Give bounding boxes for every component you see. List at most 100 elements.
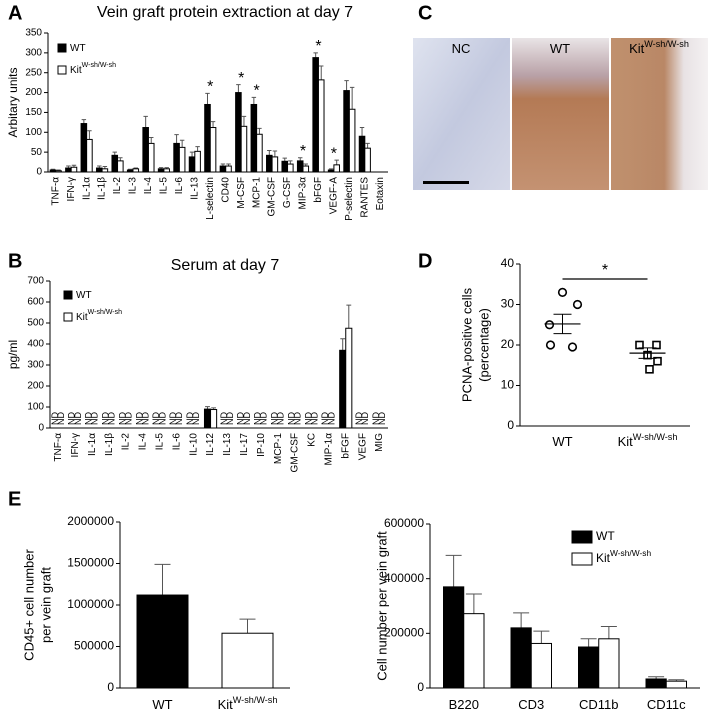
error-bar <box>267 150 272 156</box>
y-tick-label: 30 <box>501 297 515 311</box>
x-tick-label: KC <box>307 433 318 447</box>
y-tick-label: 10 <box>501 378 515 392</box>
error-bar <box>340 338 346 351</box>
error-bar <box>580 638 597 647</box>
error-bar <box>334 159 339 165</box>
bar <box>221 632 274 689</box>
y-tick-label: 2000000 <box>67 514 114 528</box>
panel-label: C <box>418 2 432 24</box>
value-label: ND <box>73 412 83 425</box>
x-tick-label: IL-5 <box>154 433 165 451</box>
x-tick-label: MIG <box>374 433 385 452</box>
bar <box>343 90 350 173</box>
bar <box>203 408 212 429</box>
error-bar <box>174 134 179 144</box>
x-tick-label: MIP-1α <box>323 433 334 466</box>
error-bar <box>251 96 257 105</box>
y-tick-label: 0 <box>38 423 44 434</box>
x-tick-label: IL-10 <box>188 433 199 456</box>
image-label: KitW-sh/W-sh <box>629 39 689 56</box>
bar <box>188 156 196 173</box>
error-bar <box>365 142 370 149</box>
bar <box>80 123 88 173</box>
bar <box>250 103 258 173</box>
value-label: ND <box>253 412 263 425</box>
x-tick-label: IL-3 <box>128 177 139 195</box>
y-tick-label: 0 <box>507 418 514 432</box>
legend-label: WT <box>70 43 86 54</box>
error-bar <box>87 130 92 140</box>
error-bar <box>257 127 262 135</box>
x-tick-label: CD11c <box>647 697 686 712</box>
y-tick-label: 250 <box>25 67 42 78</box>
sem-bar <box>638 347 657 359</box>
micrograph <box>413 38 510 190</box>
x-tick-label: GM-CSF <box>290 433 301 472</box>
panel-label: A <box>8 2 22 24</box>
x-tick-label: IL-6 <box>174 177 185 195</box>
bar <box>312 57 319 173</box>
data-point <box>557 287 568 297</box>
error-bar <box>118 157 123 161</box>
bar <box>358 135 366 173</box>
bar <box>147 142 155 173</box>
y-axis-label: per vein graft <box>38 567 53 643</box>
data-point <box>545 340 556 350</box>
bar <box>510 627 532 689</box>
x-tick-label: IL-5 <box>159 177 170 195</box>
bar <box>578 646 600 689</box>
x-tick-label: MCP-1 <box>251 177 262 209</box>
bar <box>204 103 211 173</box>
bar <box>317 79 325 173</box>
x-tick-label-main: B220 <box>449 697 479 712</box>
image-label-main: WT <box>550 41 570 56</box>
value-label: ND <box>303 412 313 425</box>
value-label: ND <box>151 412 161 425</box>
bar <box>287 163 294 173</box>
x-tick-label: GM-CSF <box>267 177 278 216</box>
legend-label: KitW-sh/W-sh <box>76 309 122 323</box>
value-label: ND <box>354 412 364 425</box>
y-tick-label: 1000000 <box>67 597 114 611</box>
bar <box>271 156 279 173</box>
data-point <box>653 356 662 366</box>
value-label: ND <box>276 412 286 425</box>
value-label: ND <box>174 412 184 425</box>
value-label: ND <box>242 412 252 425</box>
y-tick-label: 200000 <box>384 626 424 640</box>
significance-marker: * <box>331 145 337 162</box>
legend-swatch <box>57 65 67 75</box>
bar <box>235 92 242 173</box>
value-label: ND <box>320 412 330 425</box>
x-tick-label-main: CD11b <box>579 697 619 712</box>
value-label: ND <box>326 412 336 425</box>
x-tick-label: IL-4 <box>143 177 154 195</box>
bar <box>55 170 62 173</box>
y-tick-label: 300 <box>27 360 44 371</box>
bar <box>173 142 180 173</box>
y-tick-label: 500 <box>27 318 44 329</box>
x-tick-label: IL-1α <box>81 177 92 200</box>
error-bar <box>346 304 352 329</box>
x-tick-label: L-selectin <box>205 177 216 220</box>
error-bar <box>241 115 247 127</box>
value-label: ND <box>371 412 381 425</box>
error-bar <box>359 127 365 137</box>
bar <box>256 133 263 173</box>
error-bar <box>205 92 210 105</box>
significance-marker: * <box>238 70 244 87</box>
data-point <box>652 340 661 350</box>
x-tick-label-sup: W-sh/W-sh <box>633 432 678 442</box>
y-tick-label: 500000 <box>74 639 114 653</box>
bar <box>296 160 304 173</box>
bar <box>178 146 186 173</box>
x-tick-label: IL-2 <box>121 433 132 451</box>
value-label: ND <box>168 412 178 425</box>
bar <box>101 168 109 173</box>
legend-label-sup: W-sh/W-sh <box>82 62 116 69</box>
error-bar <box>513 612 530 628</box>
bar <box>665 680 687 689</box>
value-label: ND <box>50 412 60 425</box>
x-tick-label: CD40 <box>220 177 231 203</box>
